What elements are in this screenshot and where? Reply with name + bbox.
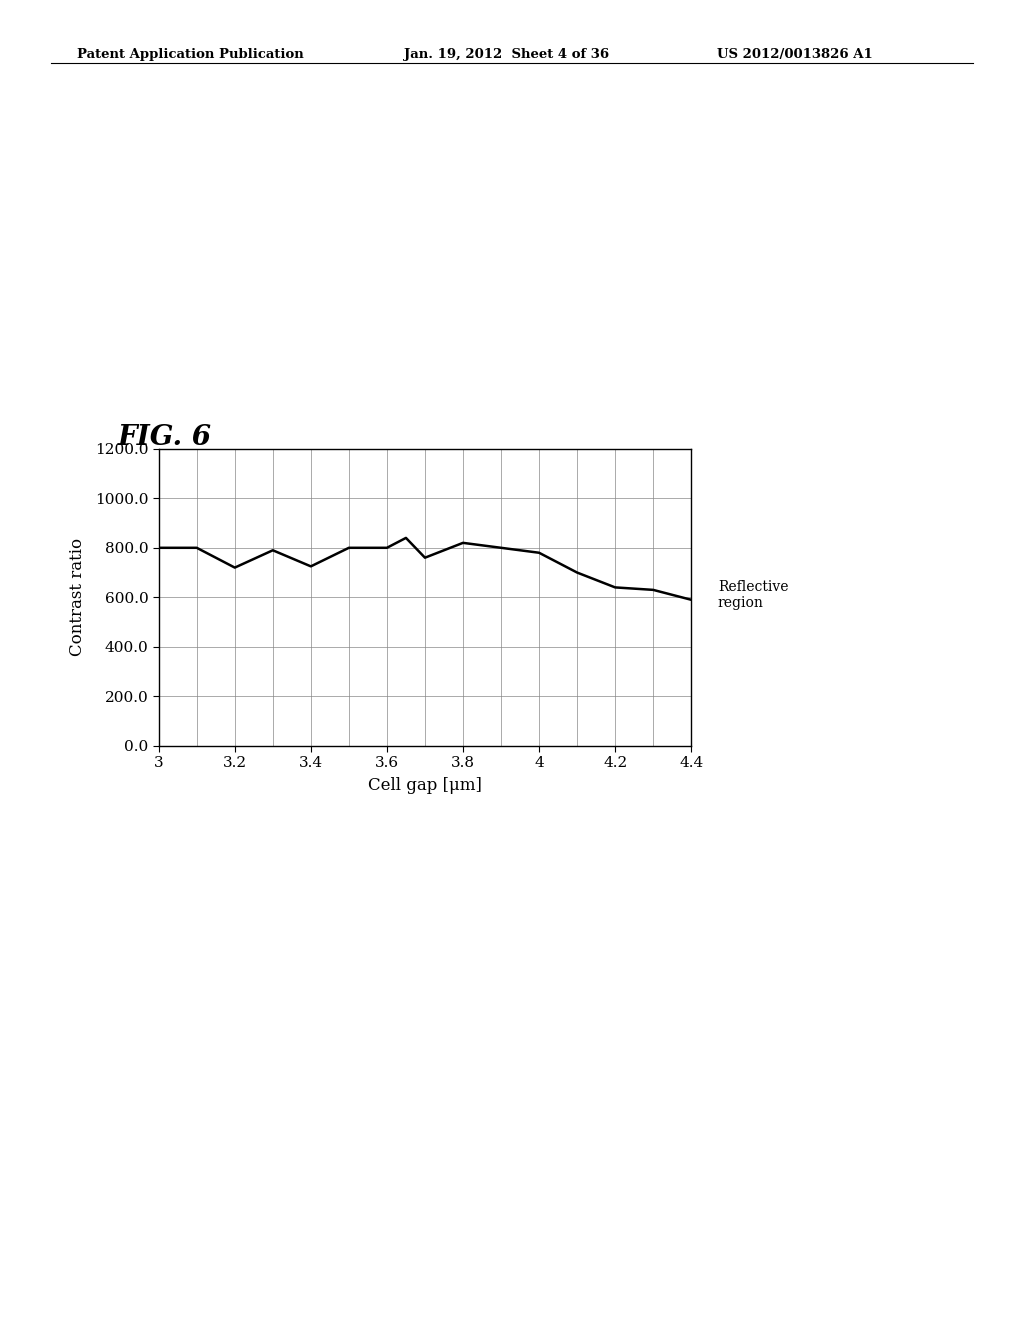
- Text: FIG. 6: FIG. 6: [118, 425, 212, 451]
- Text: Reflective
region: Reflective region: [718, 579, 788, 610]
- Text: US 2012/0013826 A1: US 2012/0013826 A1: [717, 48, 872, 61]
- Text: Patent Application Publication: Patent Application Publication: [77, 48, 303, 61]
- Y-axis label: Contrast ratio: Contrast ratio: [70, 539, 86, 656]
- Text: Jan. 19, 2012  Sheet 4 of 36: Jan. 19, 2012 Sheet 4 of 36: [404, 48, 609, 61]
- X-axis label: Cell gap [μm]: Cell gap [μm]: [368, 777, 482, 795]
